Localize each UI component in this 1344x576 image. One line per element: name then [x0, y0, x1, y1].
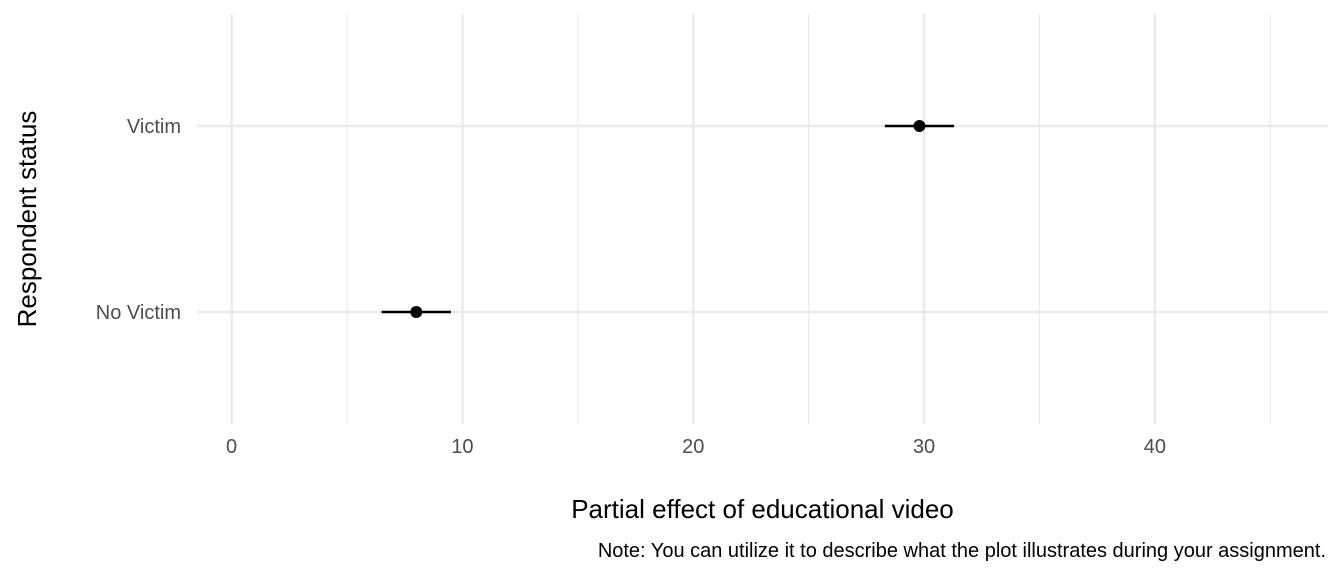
x-axis-tick-labels: 0 10 20 30 40: [226, 436, 1166, 458]
x-tick-label: 30: [913, 436, 935, 458]
x-tick-label: 0: [226, 436, 237, 458]
x-axis-title: Partial effect of educational video: [571, 494, 954, 524]
x-tick-label: 10: [451, 436, 473, 458]
estimate-point: [410, 306, 423, 318]
minor-gridlines: [346, 14, 1271, 424]
x-tick-label: 40: [1144, 436, 1166, 458]
y-axis-title: Respondent status: [12, 111, 42, 328]
y-tick-label: Victim: [127, 116, 181, 138]
estimate-point: [913, 120, 926, 132]
x-tick-label: 20: [682, 436, 704, 458]
y-axis-tick-labels: No Victim Victim: [96, 116, 181, 324]
y-tick-label: No Victim: [96, 302, 181, 324]
data-marks: [381, 120, 955, 318]
major-gridlines: [197, 14, 1328, 424]
chart-caption: Note: You can utilize it to describe wha…: [598, 540, 1326, 562]
